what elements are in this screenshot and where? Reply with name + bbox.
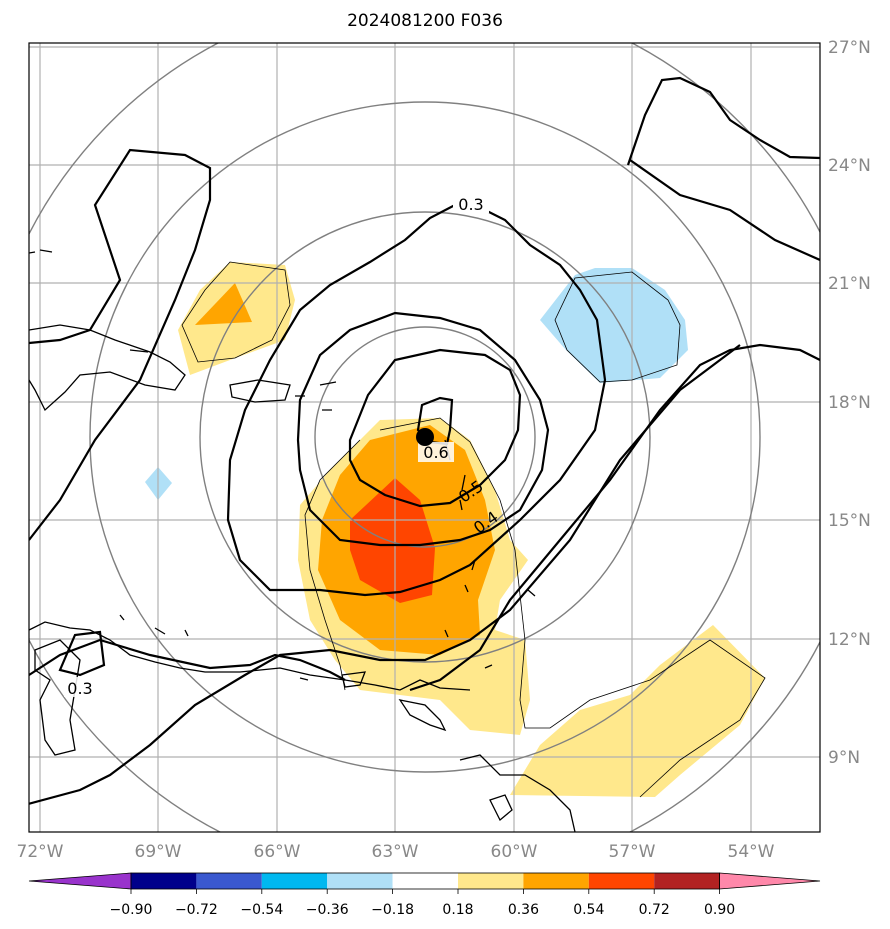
colorbar-segment-8 — [588, 873, 655, 889]
shade-yellow-southeast — [510, 625, 765, 797]
colorbar-tick-8: 0.54 — [573, 902, 604, 918]
colorbar-tick-9: 0.72 — [639, 902, 670, 918]
contour-oval-0.3 — [226, 204, 607, 597]
colorbar-segment-7 — [523, 873, 589, 889]
lon-tick-72: 72°W — [17, 842, 64, 862]
lon-tick-60: 60°W — [491, 842, 538, 862]
colorbar-tick-6: 0.18 — [442, 902, 473, 918]
main-contours — [29, 76, 820, 805]
lat-tick-24: 24°N — [828, 156, 871, 176]
colorbar-segment-3 — [261, 873, 328, 889]
shaded-field — [145, 262, 765, 797]
lat-tick-15: 15°N — [828, 511, 871, 531]
contour-ne-2 — [629, 159, 820, 262]
colorbar-tick-5: −0.18 — [371, 902, 414, 918]
contour-label-southwest: 0.3 — [67, 679, 92, 698]
contour-west-0.3 — [29, 148, 212, 541]
colorbar-tick-2: −0.72 — [175, 902, 218, 918]
colorbar-segment-2 — [196, 873, 262, 889]
lon-tick-54: 54°W — [728, 842, 775, 862]
lon-tick-69: 69°W — [135, 842, 182, 862]
lon-tick-63: 63°W — [372, 842, 419, 862]
lon-tick-66: 66°W — [254, 842, 301, 862]
lat-tick-9: 9°N — [828, 748, 860, 768]
contour-outer-0.3 — [29, 343, 820, 692]
graticule — [29, 43, 820, 832]
contour-0.4 — [296, 311, 550, 547]
lon-tick-57: 57°W — [609, 842, 656, 862]
contour-ne — [626, 76, 820, 166]
lon-ticks: 72°W 69°W 66°W 63°W 60°W 57°W 54°W — [17, 842, 775, 862]
lat-tick-21: 21°N — [828, 274, 871, 294]
lat-tick-12: 12°N — [828, 630, 871, 650]
lat-tick-27: 27°N — [828, 38, 871, 58]
colorbar: −0.90 −0.72 −0.54 −0.36 −0.18 0.18 0.36 … — [28, 872, 821, 918]
shade-lightblue-east — [540, 268, 688, 383]
map-frame — [28, 42, 821, 833]
contour-label-top: 0.3 — [458, 195, 483, 214]
colorbar-max-extend — [719, 872, 821, 890]
colorbar-min-extend — [28, 872, 132, 890]
coastlines — [29, 249, 576, 832]
shade-orange-west — [195, 283, 252, 325]
map-title: 2024081200 F036 — [347, 11, 503, 31]
contour-south-0.3 — [58, 630, 106, 677]
colorbar-tick-7: 0.36 — [508, 902, 539, 918]
contour-se-0.3 — [29, 344, 741, 805]
range-rings — [29, 43, 820, 832]
map-area: 0.3 0.6 0.5 0.4 0.3 — [29, 43, 820, 832]
colorbar-segment-5 — [392, 873, 458, 889]
contour-0.5 — [348, 348, 522, 508]
lat-ticks: 27°N 24°N 21°N 18°N 15°N 12°N 9°N — [828, 38, 871, 768]
colorbar-segment-4 — [327, 873, 393, 889]
colorbar-tick-4: −0.36 — [306, 902, 349, 918]
shade-red-central — [350, 478, 435, 603]
storm-center-marker — [416, 428, 434, 446]
colorbar-tick-3: −0.54 — [240, 902, 283, 918]
colorbar-segment-9 — [654, 873, 720, 889]
colorbar-segment-1 — [131, 873, 197, 889]
colorbar-frame — [130, 872, 720, 890]
thin-contours — [181, 261, 766, 798]
colorbar-tick-1: −0.90 — [110, 902, 153, 918]
colorbar-segment-6 — [458, 873, 524, 889]
lat-tick-18: 18°N — [828, 393, 871, 413]
contour-label-center: 0.6 — [423, 443, 448, 462]
colorbar-tick-10: 0.90 — [704, 902, 735, 918]
